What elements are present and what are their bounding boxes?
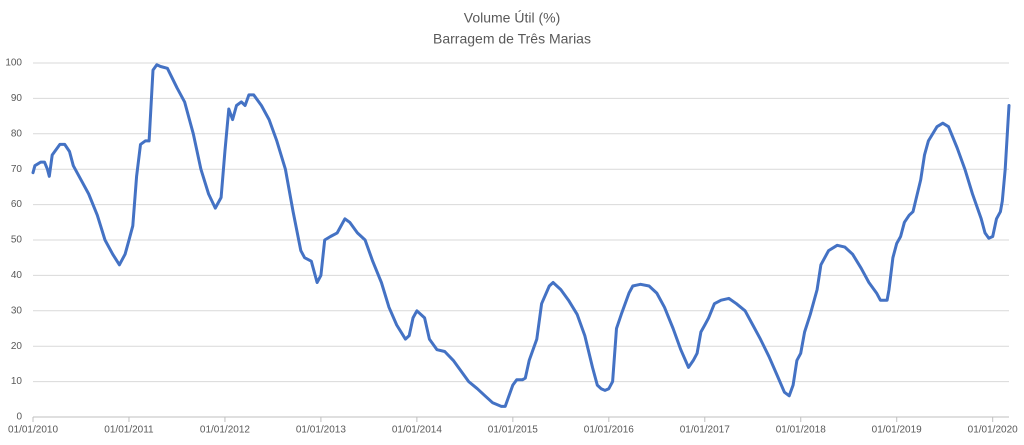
chart-title: Volume Útil (%) [464,10,560,26]
x-tick-label: 01/01/2013 [296,425,346,436]
y-tick-label: 60 [11,199,23,210]
chart-subtitle: Barragem de Três Marias [433,31,591,47]
x-tick-label: 01/01/2015 [488,425,538,436]
y-tick-label: 90 [11,93,23,104]
x-tick-label: 01/01/2018 [776,425,826,436]
x-tick-label: 01/01/2011 [104,425,154,436]
y-tick-label: 10 [11,376,23,387]
y-tick-label: 30 [11,305,23,316]
y-tick-label: 0 [16,412,22,423]
x-tick-label: 01/01/2010 [8,425,58,436]
x-tick-label: 01/01/2016 [584,425,634,436]
x-tick-label: 01/01/2019 [872,425,922,436]
y-tick-label: 40 [11,270,23,281]
y-tick-label: 100 [5,58,22,69]
y-tick-label: 80 [11,128,23,139]
y-tick-label: 20 [11,341,23,352]
data-line [31,63,1011,408]
x-tick-label: 01/01/2017 [680,425,730,436]
y-tick-label: 50 [11,235,23,246]
x-tick-label: 01/01/2020 [968,425,1018,436]
x-tick-label: 01/01/2012 [200,425,250,436]
x-tick-label: 01/01/2014 [392,425,442,436]
y-tick-label: 70 [11,164,23,175]
